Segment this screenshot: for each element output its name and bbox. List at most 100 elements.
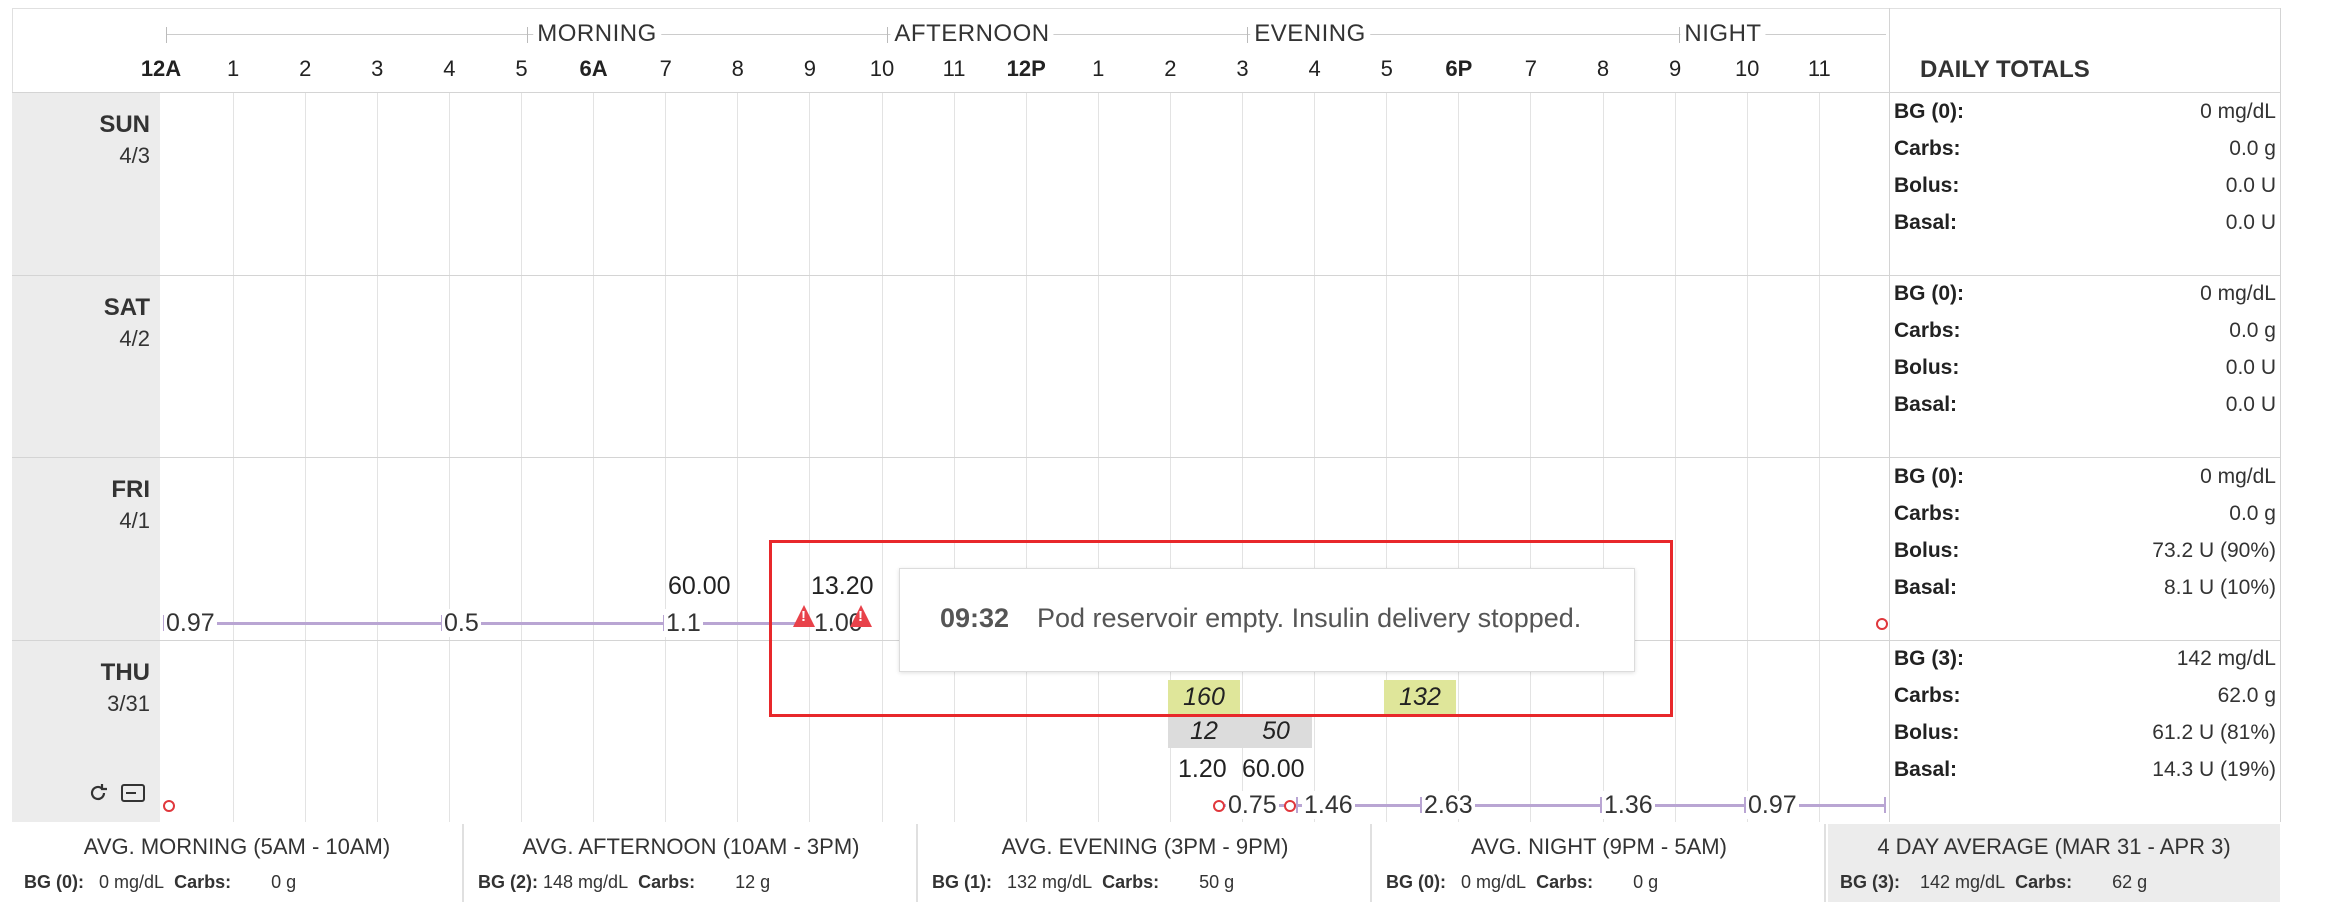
event-marker[interactable] [1876,618,1888,630]
basal-value: 8.1 U (10%) [2163,576,2276,599]
carbs-value: 0 g [271,872,297,892]
warning-icon[interactable] [850,605,872,627]
bg-reading[interactable]: 160 [1168,680,1240,714]
hour-tick: 8 [1596,56,1610,81]
footer-avg-afternoon: AVG. AFTERNOON (10AM - 3PM) BG (2): 148 … [466,824,918,902]
carbs-value: 0.0 g [2229,502,2276,525]
basal-segment [163,622,803,625]
footer-avg-night: AVG. NIGHT (9PM - 5AM) BG (0): 0 mg/dL C… [1374,824,1826,902]
day-cell-thu: THU 3/31 [12,641,160,822]
basal-marker [1296,797,1298,813]
event-marker[interactable] [1284,800,1296,812]
carbs-value: 0.0 g [2229,319,2276,342]
basal-segment [1220,804,1886,807]
tooltip-time: 09:32 [940,603,1010,633]
card-icon[interactable] [120,783,146,803]
warning-icon[interactable] [793,605,815,627]
footer-avg-morning: AVG. MORNING (5AM - 10AM) BG (0): 0 mg/d… [12,824,464,902]
tooltip-message: Pod reservoir empty. Insulin delivery st… [1037,603,1582,633]
hour-tick: 10 [869,56,895,81]
carbs-label: Carbs: [2015,872,2073,892]
bg-value: 0 mg/dL [1461,872,1527,892]
event-marker[interactable] [163,800,175,812]
footer-stats: BG (3): 142 mg/dL Carbs: 62 g [1840,872,2147,893]
period-cap [1679,27,1680,43]
footer-title: AVG. AFTERNOON (10AM - 3PM) [522,834,860,859]
basal-rate: 2.63 [1422,791,1475,819]
hour-tick: 7 [659,56,672,81]
refresh-icon[interactable] [86,781,110,805]
period-cap [887,27,888,43]
bolus-value: 61.2 U (81%) [2152,721,2276,744]
day-cell-fri: FRI 4/1 [12,458,160,640]
bolus-value: 1.20 [1178,755,1227,783]
hour-tick: 8 [731,56,744,81]
period-cap [527,27,528,43]
hour-tick: 10 [1734,56,1760,81]
carbs-value: 12 g [735,872,771,892]
carb-entry[interactable]: 12 [1168,714,1240,748]
basal-label: Basal: [1894,758,1958,781]
hour-tick: 9 [803,56,817,81]
basal-marker [1884,797,1886,813]
bg-value: 0 mg/dL [2200,465,2276,488]
bg-label: BG (0): [1894,465,1964,488]
basal-rate: 1.1 [664,609,703,637]
bg-label: BG (1): [932,872,992,892]
event-marker[interactable] [1213,800,1225,812]
period-evening: EVENING [1250,20,1370,48]
bg-value: 0 mg/dL [2200,282,2276,305]
period-cap [166,27,167,43]
bg-value: 142 mg/dL [1920,872,2006,892]
day-name: SAT [103,294,150,321]
footer-title: AVG. MORNING (5AM - 10AM) [83,834,391,859]
hour-tick: 12A [140,56,182,81]
period-morning: MORNING [533,20,661,48]
carbs-label: Carbs: [1102,872,1160,892]
footer-title: 4 DAY AVERAGE (MAR 31 - APR 3) [1877,834,2231,859]
bg-label: BG (0): [1894,100,1964,123]
bolus-value: 0.0 U [2225,174,2276,197]
period-night: NIGHT [1680,20,1766,48]
grid-right-border [2280,8,2281,823]
day-date: 4/2 [119,326,150,351]
carbs-value: 62 g [2112,872,2148,892]
carb-entry[interactable]: 50 [1240,714,1312,748]
footer-stats: BG (1): 132 mg/dL Carbs: 50 g [932,872,1234,893]
hour-tick: 2 [299,56,312,81]
bg-value: 132 mg/dL [1007,872,1093,892]
bg-label: BG (0): [1894,282,1964,305]
bolus-label: Bolus: [1894,539,1960,562]
day-date: 4/1 [119,508,150,533]
footer-stats: BG (0): 0 mg/dL Carbs: 0 g [24,872,296,893]
day-date: 3/31 [107,691,150,716]
bg-value: 148 mg/dL [543,872,629,892]
basal-rate: 0.75 [1226,791,1279,819]
carbs-label: Carbs: [1536,872,1594,892]
footer-title: AVG. NIGHT (9PM - 5AM) [1471,834,1727,859]
row-divider [12,92,2280,93]
basal-marker [1600,797,1602,813]
day-cell-sat: SAT 4/2 [12,276,160,457]
hour-tick: 3 [1236,56,1249,81]
footer-stats: BG (2): 148 mg/dL Carbs: 12 g [478,872,770,893]
period-cap [1247,27,1248,43]
day-name: FRI [111,476,150,503]
bg-reading[interactable]: 132 [1384,680,1456,714]
bolus-value: 0.0 U [2225,356,2276,379]
hour-tick: 1 [1092,56,1105,81]
day-date: 4/3 [119,143,150,168]
hour-tick: 3 [371,56,384,81]
bolus-value: 73.2 U (90%) [2152,539,2276,562]
bg-label: BG (0): [1386,872,1446,892]
basal-rate: 1.36 [1602,791,1655,819]
hour-tick: 9 [1668,56,1682,81]
day-name: THU [100,659,150,686]
carbs-value: 0.0 g [2229,137,2276,160]
hour-tick: 11 [1807,56,1831,81]
hour-tick: 5 [1380,56,1393,81]
hour-tick: 12P [1006,56,1046,81]
carbs-label: Carbs: [1894,502,1961,525]
footer-4-day-average: 4 DAY AVERAGE (MAR 31 - APR 3) BG (3): 1… [1828,824,2280,902]
bg-label: BG (0): [24,872,84,892]
